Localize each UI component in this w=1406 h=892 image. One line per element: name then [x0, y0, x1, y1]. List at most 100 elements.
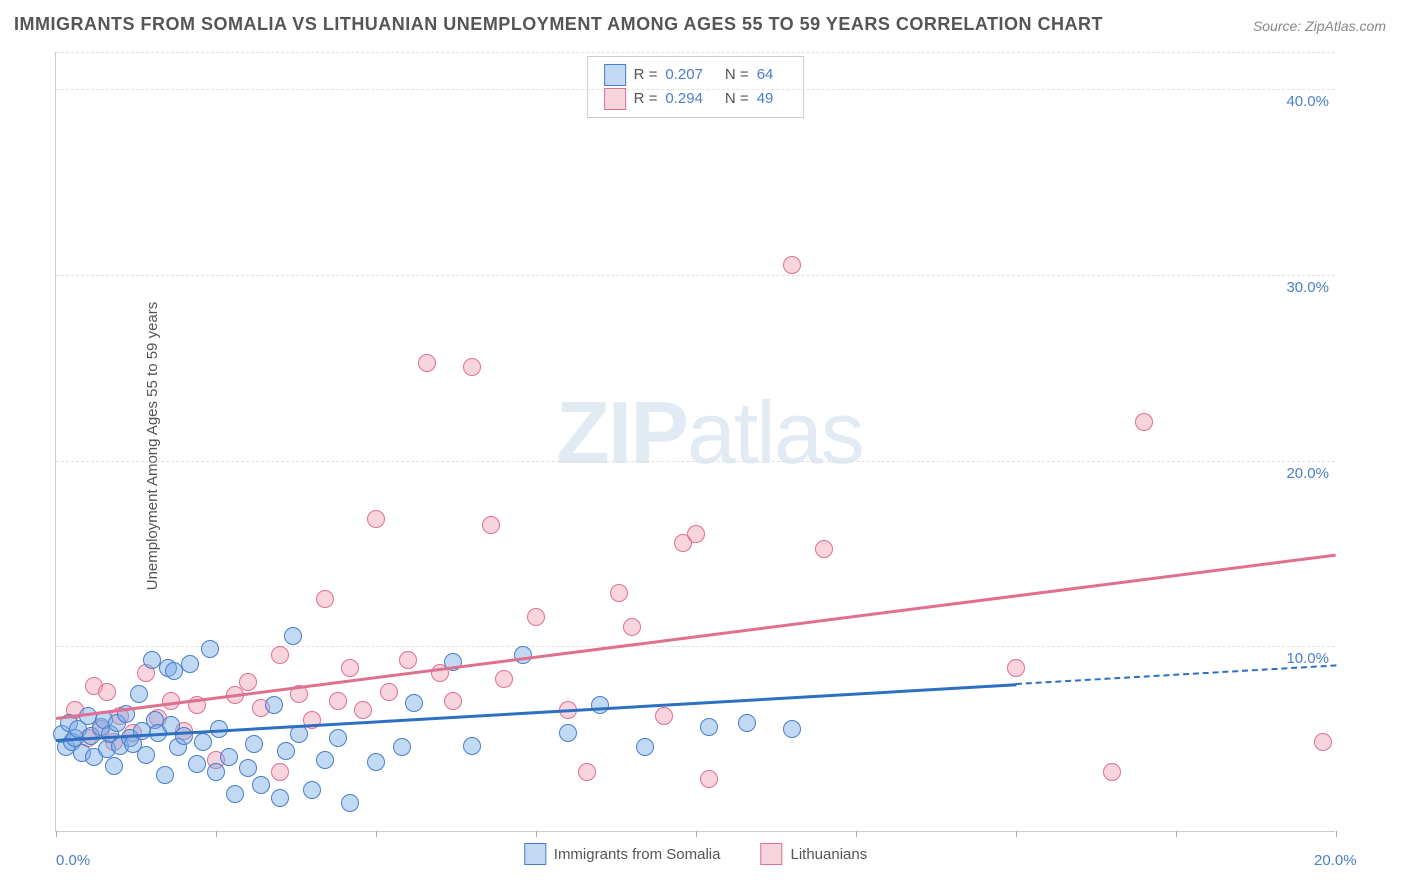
scatter-point-somalia	[156, 766, 174, 784]
scatter-point-somalia	[220, 748, 238, 766]
x-tick	[536, 831, 537, 837]
scatter-point-lithuanians	[1135, 413, 1153, 431]
scatter-point-lithuanians	[444, 692, 462, 710]
scatter-point-somalia	[367, 753, 385, 771]
scatter-point-lithuanians	[1103, 763, 1121, 781]
scatter-point-lithuanians	[783, 256, 801, 274]
watermark: ZIPatlas	[556, 382, 863, 484]
plot-area: ZIPatlas R = 0.207 N = 64 R = 0.294 N = …	[55, 52, 1335, 832]
scatter-point-lithuanians	[354, 701, 372, 719]
scatter-point-lithuanians	[482, 516, 500, 534]
scatter-point-lithuanians	[239, 673, 257, 691]
scatter-point-somalia	[290, 725, 308, 743]
scatter-point-lithuanians	[623, 618, 641, 636]
gridline	[56, 89, 1335, 90]
scatter-point-lithuanians	[463, 358, 481, 376]
scatter-point-lithuanians	[700, 770, 718, 788]
scatter-point-somalia	[130, 685, 148, 703]
scatter-point-somalia	[284, 627, 302, 645]
gridline	[56, 461, 1335, 462]
scatter-point-lithuanians	[527, 608, 545, 626]
scatter-point-lithuanians	[418, 354, 436, 372]
scatter-point-somalia	[559, 724, 577, 742]
legend-series: Immigrants from Somalia Lithuanians	[524, 843, 867, 865]
x-tick	[376, 831, 377, 837]
x-tick	[1336, 831, 1337, 837]
scatter-point-lithuanians	[98, 683, 116, 701]
x-tick	[856, 831, 857, 837]
scatter-point-somalia	[514, 646, 532, 664]
scatter-point-lithuanians	[367, 510, 385, 528]
legend-item-lithuanians: Lithuanians	[760, 843, 867, 865]
swatch-somalia	[604, 64, 626, 86]
legend-stats: R = 0.207 N = 64 R = 0.294 N = 49	[587, 56, 805, 118]
scatter-point-somalia	[463, 737, 481, 755]
scatter-point-lithuanians	[341, 659, 359, 677]
scatter-point-lithuanians	[271, 763, 289, 781]
x-tick	[56, 831, 57, 837]
scatter-point-somalia	[591, 696, 609, 714]
scatter-point-somalia	[105, 757, 123, 775]
x-tick-label: 20.0%	[1314, 852, 1357, 869]
scatter-point-lithuanians	[329, 692, 347, 710]
scatter-point-somalia	[405, 694, 423, 712]
scatter-point-lithuanians	[1007, 659, 1025, 677]
y-tick-label: 30.0%	[1286, 279, 1329, 296]
scatter-point-somalia	[181, 655, 199, 673]
scatter-point-somalia	[137, 746, 155, 764]
scatter-point-somalia	[271, 789, 289, 807]
scatter-point-somalia	[700, 718, 718, 736]
swatch-lithuanians	[760, 843, 782, 865]
scatter-point-lithuanians	[399, 651, 417, 669]
scatter-point-somalia	[316, 751, 334, 769]
scatter-point-lithuanians	[316, 590, 334, 608]
scatter-point-somalia	[341, 794, 359, 812]
scatter-point-somalia	[783, 720, 801, 738]
scatter-point-lithuanians	[655, 707, 673, 725]
scatter-point-somalia	[226, 785, 244, 803]
swatch-somalia	[524, 843, 546, 865]
swatch-lithuanians	[604, 88, 626, 110]
scatter-point-lithuanians	[610, 584, 628, 602]
legend-label: Immigrants from Somalia	[554, 846, 721, 863]
scatter-point-somalia	[329, 729, 347, 747]
regression-line-somalia-ext	[1016, 665, 1336, 686]
legend-row-lithuanians: R = 0.294 N = 49	[604, 87, 788, 111]
source-label: Source: ZipAtlas.com	[1253, 18, 1386, 34]
gridline	[56, 646, 1335, 647]
scatter-point-somalia	[207, 763, 225, 781]
scatter-point-somalia	[239, 759, 257, 777]
scatter-point-somalia	[194, 733, 212, 751]
y-tick-label: 20.0%	[1286, 465, 1329, 482]
scatter-point-somalia	[277, 742, 295, 760]
legend-label: Lithuanians	[790, 846, 867, 863]
scatter-point-somalia	[245, 735, 263, 753]
scatter-point-somalia	[303, 781, 321, 799]
legend-row-somalia: R = 0.207 N = 64	[604, 63, 788, 87]
gridline	[56, 275, 1335, 276]
chart-title: IMMIGRANTS FROM SOMALIA VS LITHUANIAN UN…	[14, 14, 1103, 35]
scatter-point-somalia	[636, 738, 654, 756]
scatter-point-lithuanians	[578, 763, 596, 781]
x-tick	[1016, 831, 1017, 837]
x-tick	[1176, 831, 1177, 837]
scatter-point-somalia	[175, 727, 193, 745]
scatter-point-somalia	[265, 696, 283, 714]
x-tick-label: 0.0%	[56, 852, 90, 869]
y-tick-label: 40.0%	[1286, 93, 1329, 110]
scatter-point-lithuanians	[687, 525, 705, 543]
scatter-point-lithuanians	[815, 540, 833, 558]
scatter-point-somalia	[188, 755, 206, 773]
scatter-point-lithuanians	[495, 670, 513, 688]
scatter-point-somalia	[201, 640, 219, 658]
scatter-point-somalia	[393, 738, 411, 756]
gridline	[56, 52, 1335, 53]
scatter-point-lithuanians	[380, 683, 398, 701]
scatter-point-somalia	[252, 776, 270, 794]
legend-item-somalia: Immigrants from Somalia	[524, 843, 721, 865]
scatter-point-somalia	[738, 714, 756, 732]
x-tick	[696, 831, 697, 837]
scatter-point-lithuanians	[1314, 733, 1332, 751]
scatter-point-lithuanians	[271, 646, 289, 664]
regression-line-lithuanians	[56, 553, 1336, 719]
